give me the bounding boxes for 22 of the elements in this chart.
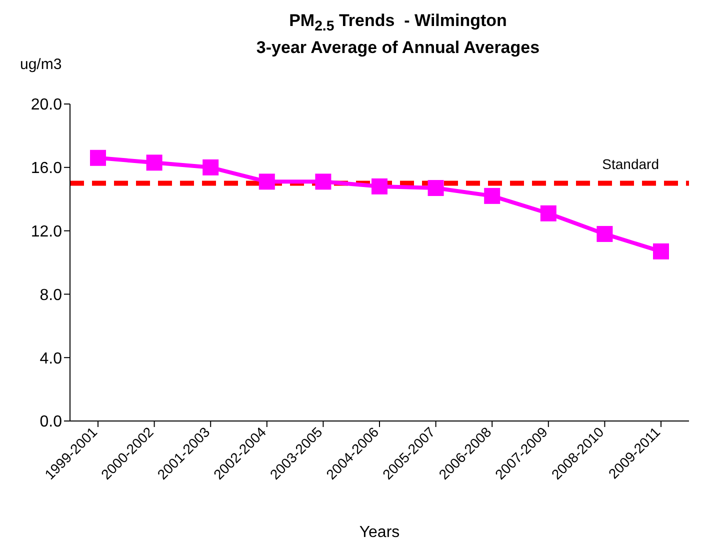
x-axis-title: Years [359,524,400,541]
y-tick-label: 4.0 [40,350,62,368]
point [372,178,388,194]
point [202,159,219,176]
y-axis-title: ug/m3 [20,56,62,73]
point [653,243,669,260]
point [258,174,275,190]
point [596,226,613,242]
point [90,150,106,166]
chart-title: PM$_{2.5}$ Trends - Wilmington [288,10,508,36]
point [315,174,332,190]
y-tick-label: 16.0 [30,160,62,178]
y-tick-label: 0.0 [40,414,62,431]
point [428,180,444,196]
chart-subtitle: 3-year Average of Annual Averages [255,37,541,58]
point [484,188,500,204]
ref-line-label: Standard [602,156,659,172]
y-tick-label: 8.0 [40,286,62,304]
point [146,154,162,171]
point [540,205,556,222]
y-tick-label: 20.0 [30,96,62,114]
y-tick-label: 12.0 [30,223,62,240]
